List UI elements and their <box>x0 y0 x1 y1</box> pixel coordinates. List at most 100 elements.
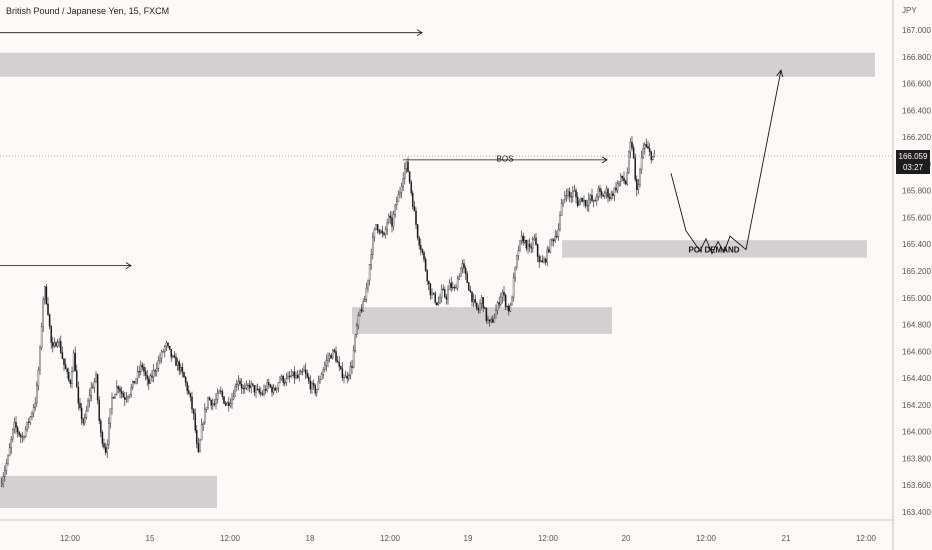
candle-body-2 <box>4 470 6 478</box>
candle-body-319 <box>511 296 513 306</box>
candle-body-113 <box>181 367 184 373</box>
candle-body-194 <box>311 383 313 390</box>
current-price-label: 166.059 <box>898 152 928 161</box>
y-tick-label-0: 167.000 <box>902 26 931 35</box>
candle-body-364 <box>583 200 585 202</box>
candle-body-204 <box>327 358 329 361</box>
candle-body-196 <box>314 385 316 394</box>
candle-body-282 <box>452 286 454 289</box>
candle-body-142 <box>228 402 230 406</box>
candle-body-293 <box>469 290 472 292</box>
candle-body-221 <box>354 334 356 351</box>
candle-body-342 <box>548 249 550 253</box>
candle-body-5 <box>8 447 11 457</box>
candle-body-85 <box>136 370 139 379</box>
arrow-head-1 <box>125 262 132 269</box>
candle-body-77 <box>124 397 126 400</box>
candle-body-123 <box>197 443 200 452</box>
candle-body-49 <box>79 402 81 409</box>
candle-body-134 <box>215 399 217 405</box>
candle-body-103 <box>165 342 168 347</box>
candle-body-267 <box>428 280 430 284</box>
candle-body-381 <box>610 193 612 199</box>
candle-body-112 <box>180 367 182 371</box>
candle-body-89 <box>143 367 145 372</box>
candle-body-157 <box>252 383 254 386</box>
candle-body-117 <box>188 390 190 394</box>
x-tick-label-3: 18 <box>306 534 315 543</box>
candle-body-387 <box>620 175 622 182</box>
candle-body-344 <box>551 239 553 241</box>
candle-body-32 <box>52 342 54 347</box>
y-tick-label-15: 164.000 <box>902 428 931 437</box>
candle-body-255 <box>408 171 411 183</box>
candle-body-175 <box>280 375 283 380</box>
candle-body-75 <box>120 391 123 394</box>
candle-body-94 <box>151 375 153 378</box>
candle-body-270 <box>432 292 435 294</box>
candle-body-99 <box>159 358 161 361</box>
candle-body-275 <box>440 288 443 298</box>
chart-title: British Pound / Japanese Yen, 15, FXCM <box>6 6 170 16</box>
candle-body-360 <box>576 196 579 206</box>
candle-body-22 <box>36 385 38 404</box>
candle-body-78 <box>125 398 128 400</box>
candle-body-259 <box>415 210 417 225</box>
candle-body-253 <box>405 161 408 169</box>
candle-body-236 <box>378 229 380 233</box>
candle-body-384 <box>615 187 617 191</box>
candle-body-338 <box>541 260 544 263</box>
candle-body-219 <box>351 365 353 368</box>
candle-body-153 <box>245 384 248 389</box>
candle-body-100 <box>160 351 163 359</box>
candle-body-41 <box>66 368 68 373</box>
candle-body-296 <box>474 299 476 304</box>
candle-body-291 <box>466 273 468 283</box>
candle-body-248 <box>397 194 400 203</box>
candle-body-90 <box>144 371 147 376</box>
candle-body-212 <box>340 365 342 369</box>
candle-body-224 <box>359 309 361 316</box>
candle-body-315 <box>504 295 507 307</box>
candle-body-56 <box>90 387 92 396</box>
candle-body-83 <box>133 381 136 384</box>
candle-body-168 <box>269 384 272 388</box>
candle-body-185 <box>296 375 299 378</box>
candle-body-133 <box>213 403 216 405</box>
candle-body-312 <box>500 296 502 305</box>
candle-body-385 <box>616 183 619 191</box>
candle-body-334 <box>535 237 537 245</box>
candle-body-43 <box>69 380 72 384</box>
y-tick-label-4: 166.200 <box>902 133 931 142</box>
candle-body-93 <box>149 375 152 384</box>
candle-body-139 <box>223 396 225 404</box>
x-tick-label-6: 12:00 <box>538 534 559 543</box>
candle-body-72 <box>116 386 118 395</box>
candle-body-125 <box>200 424 203 441</box>
candle-body-87 <box>140 364 142 372</box>
candle-body-151 <box>242 387 244 390</box>
candle-body-84 <box>135 378 137 384</box>
candle-body-226 <box>362 301 364 312</box>
candle-body-404 <box>647 146 649 149</box>
candle-body-343 <box>549 239 552 253</box>
candle-body-243 <box>389 215 392 218</box>
candle-body-38 <box>61 352 64 359</box>
candle-body-154 <box>247 384 249 387</box>
candle-body-207 <box>332 349 334 359</box>
candle-body-369 <box>591 195 593 201</box>
y-tick-label-8: 165.400 <box>902 240 931 249</box>
candle-body-20 <box>32 407 35 414</box>
candle-body-303 <box>485 307 488 321</box>
candle-body-17 <box>28 421 30 423</box>
candle-body-407 <box>652 155 654 160</box>
candle-body-349 <box>559 215 561 230</box>
y-tick-label-2: 166.600 <box>902 80 931 89</box>
candle-body-152 <box>244 387 246 390</box>
candle-body-300 <box>480 297 483 304</box>
candle-body-190 <box>304 369 307 374</box>
candle-body-314 <box>503 292 505 296</box>
candle-body-162 <box>260 392 262 394</box>
